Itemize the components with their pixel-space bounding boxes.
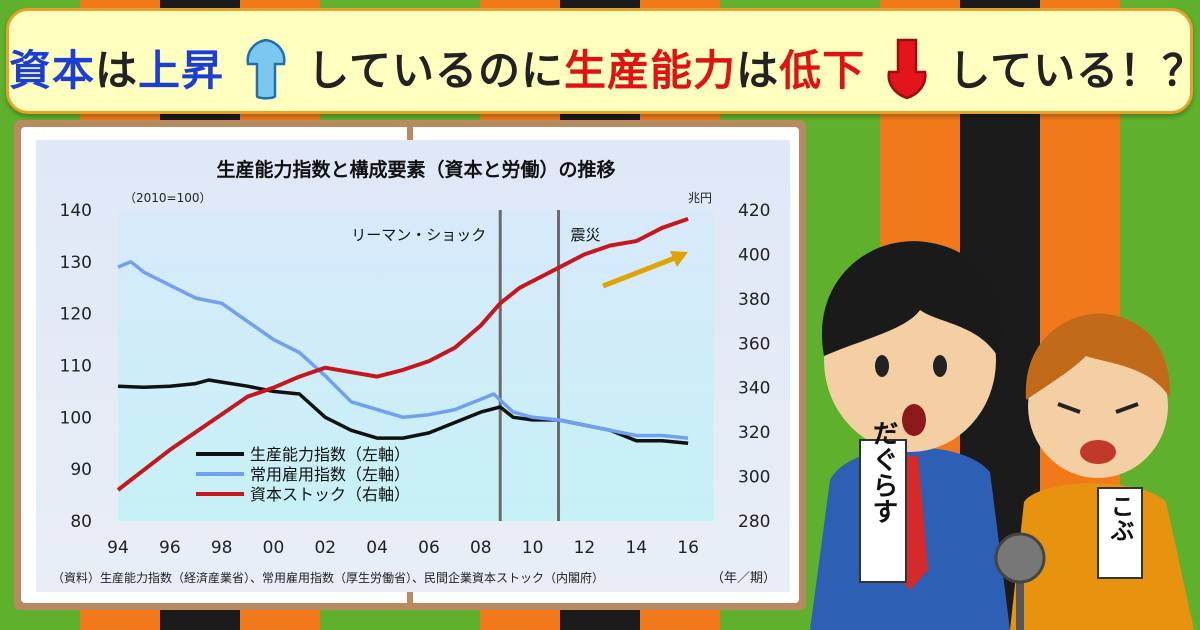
x-tick-label: 14 xyxy=(625,538,647,558)
headline-particle-1: は xyxy=(95,46,139,95)
left-tick-label: 90 xyxy=(70,460,92,480)
legend-label: 生産能力指数（左軸） xyxy=(250,445,410,464)
x-tick-label: 06 xyxy=(418,538,440,558)
microphone-icon xyxy=(994,532,1046,630)
name-tag-right-text: こぶ xyxy=(1106,494,1134,542)
x-tick-label: 08 xyxy=(470,538,492,558)
right-tick-label: 400 xyxy=(738,245,770,265)
x-tick-label: 02 xyxy=(314,538,336,558)
headline-banner: 資本は上昇 しているのに生産能力は低下 している！？ xyxy=(6,8,1200,114)
right-axis-unit: 兆円 xyxy=(688,191,712,205)
event-label: 震災 xyxy=(571,226,601,244)
headline-mid: しているのに xyxy=(307,46,565,95)
x-tick-label: 98 xyxy=(211,538,233,558)
left-tick-label: 120 xyxy=(60,305,92,325)
x-tick-label: 94 xyxy=(107,538,129,558)
left-person xyxy=(810,241,1010,630)
headline-rise: 上昇 xyxy=(138,46,225,95)
headline-particle-2: は xyxy=(736,46,780,95)
name-tag-left-text: だぐらす xyxy=(868,420,898,524)
up-arrow-icon xyxy=(244,38,288,110)
trend-arrow-icon xyxy=(602,251,688,289)
left-tick-label: 80 xyxy=(70,512,92,532)
series-line xyxy=(116,217,689,492)
right-tick-label: 320 xyxy=(738,423,770,443)
right-person xyxy=(1010,313,1194,630)
down-arrow-icon xyxy=(885,38,929,110)
chart-title: 生産能力指数と構成要素（資本と労働）の推移 xyxy=(216,158,615,181)
left-tick-label: 130 xyxy=(60,253,92,273)
event-label: リーマン・ショック xyxy=(351,226,486,244)
name-tag-right: こぶ xyxy=(1097,487,1143,579)
headline-capital: 資本 xyxy=(9,46,96,95)
x-tick-label: 10 xyxy=(522,538,544,558)
right-tick-label: 420 xyxy=(738,201,770,221)
x-tick-label: 96 xyxy=(159,538,181,558)
headline: 資本は上昇 しているのに生産能力は低下 している！？ xyxy=(9,37,1200,110)
x-tick-label: 00 xyxy=(263,538,285,558)
right-tick-label: 340 xyxy=(738,379,770,399)
chart-source-note: （資料）生産能力指数（経済産業省）、常用雇用指数（厚生労働省）、民間企業資本スト… xyxy=(52,570,604,585)
x-axis-label: （年／期） xyxy=(711,571,776,586)
left-axis-unit: （2010=100） xyxy=(124,191,212,205)
right-tick-label: 280 xyxy=(738,512,770,532)
comedians-illustration: だぐらす こぶ xyxy=(810,240,1200,630)
chart-legend: 生産能力指数（左軸）常用雇用指数（左軸）資本ストック（右軸） xyxy=(196,445,410,504)
chart-area: 生産能力指数と構成要素（資本と労働）の推移 （2010=100） 兆円 80 90… xyxy=(36,140,790,592)
right-tick-label: 360 xyxy=(738,334,770,354)
name-tag-left: だぐらす xyxy=(859,420,907,583)
legend-label: 常用雇用指数（左軸） xyxy=(250,465,410,484)
right-tick-label: 300 xyxy=(738,468,770,488)
left-tick-label: 110 xyxy=(60,357,92,377)
x-tick-label: 04 xyxy=(366,538,388,558)
series-line xyxy=(117,260,689,440)
left-tick-label: 140 xyxy=(60,201,92,221)
right-tick-label: 380 xyxy=(738,290,770,310)
x-tick-label: 16 xyxy=(677,538,699,558)
headline-capacity: 生産能力 xyxy=(564,46,737,95)
legend-label: 資本ストック（右軸） xyxy=(250,485,410,504)
headline-end: している！？ xyxy=(948,46,1200,95)
line-chart: 生産能力指数と構成要素（資本と労働）の推移 （2010=100） 兆円 80 90… xyxy=(52,158,776,586)
headline-decline: 低下 xyxy=(779,46,866,95)
left-tick-label: 100 xyxy=(60,408,92,428)
x-tick-label: 12 xyxy=(574,538,596,558)
